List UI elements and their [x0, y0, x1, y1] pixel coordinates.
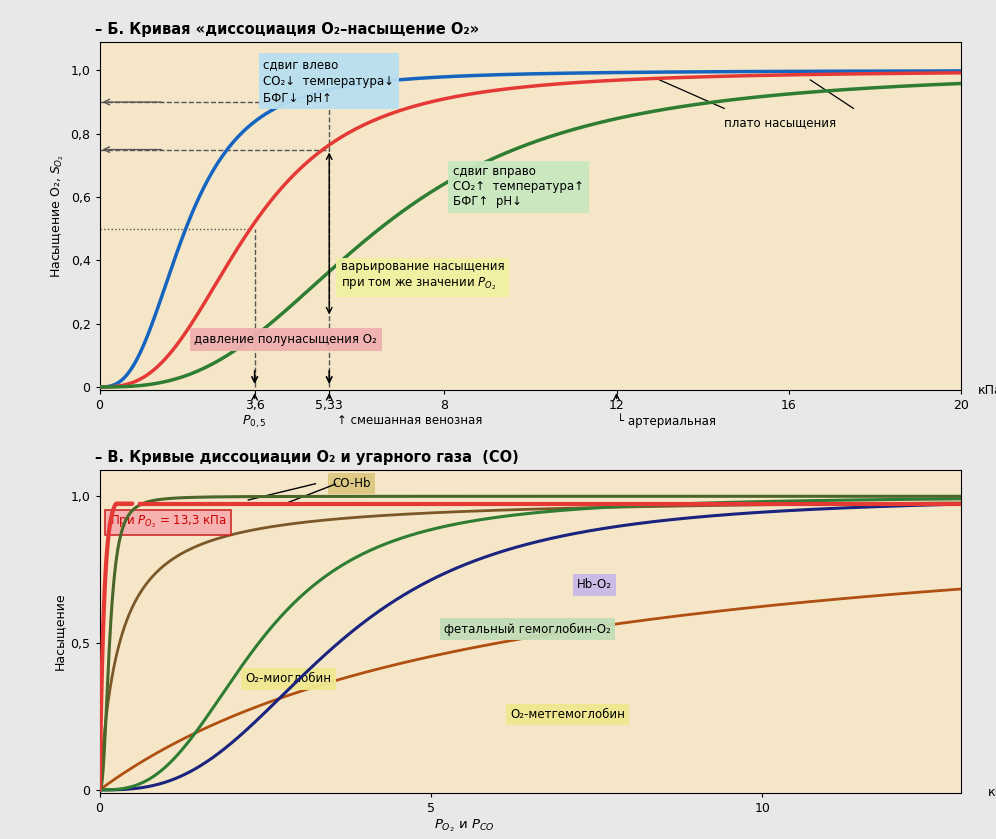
Text: При $P_{O_2}$ = 13,3 кПа: При $P_{O_2}$ = 13,3 кПа [110, 513, 226, 530]
Text: кПа: кПа [988, 786, 996, 800]
Text: давление полунасыщения O₂: давление полунасыщения O₂ [194, 333, 377, 347]
Text: $P_{0,5}$: $P_{0,5}$ [242, 414, 267, 430]
Text: O₂-метгемоглобин: O₂-метгемоглобин [511, 707, 625, 721]
Text: CO-Hb: CO-Hb [333, 477, 371, 490]
Text: └ артериальная: └ артериальная [617, 414, 715, 429]
Text: – В. Кривые диссоциации O₂ и угарного газа  (CO): – В. Кривые диссоциации O₂ и угарного га… [96, 450, 519, 465]
Text: кПа: кПа [978, 383, 996, 397]
Text: ↑ смешанная венозная: ↑ смешанная венозная [337, 414, 482, 427]
Text: плато насыщения: плато насыщения [724, 117, 837, 129]
Text: сдвиг вправо
CO₂↑  температура↑
БФГ↑  pH↓: сдвиг вправо CO₂↑ температура↑ БФГ↑ pH↓ [453, 165, 584, 208]
Text: – Б. Кривая «диссоциация O₂–насыщение O₂»: – Б. Кривая «диссоциация O₂–насыщение O₂… [96, 22, 479, 37]
Y-axis label: Насыщение O₂, $S_{O_2}$: Насыщение O₂, $S_{O_2}$ [50, 154, 67, 278]
Text: сдвиг влево
CO₂↓  температура↓
БФГ↓  pH↑: сдвиг влево CO₂↓ температура↓ БФГ↓ pH↑ [263, 58, 394, 105]
Text: $P_{O_2}$ и $P_{CO}$: $P_{O_2}$ и $P_{CO}$ [434, 818, 494, 834]
Y-axis label: Насыщение: Насыщение [54, 592, 67, 670]
Text: варьирование насыщения
при том же значении $P_{O_2}$: варьирование насыщения при том же значен… [341, 260, 504, 292]
Text: Hb-O₂: Hb-O₂ [577, 579, 612, 591]
Text: O₂-миоглобин: O₂-миоглобин [245, 673, 332, 685]
Text: фетальный гемоглобин-O₂: фетальный гемоглобин-O₂ [444, 623, 611, 636]
